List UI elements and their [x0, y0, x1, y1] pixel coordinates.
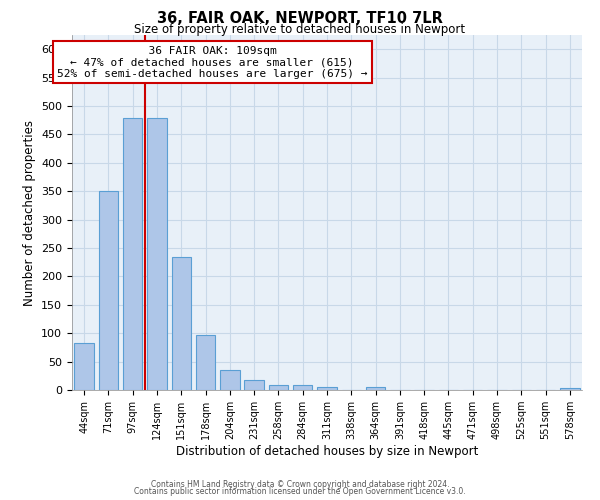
Bar	[317, 387, 337, 390]
Bar	[123, 118, 142, 390]
Text: Size of property relative to detached houses in Newport: Size of property relative to detached ho…	[134, 22, 466, 36]
Bar	[560, 388, 580, 390]
Bar	[196, 335, 215, 390]
Bar	[74, 343, 94, 390]
Y-axis label: Number of detached properties: Number of detached properties	[23, 120, 35, 306]
Bar	[293, 386, 313, 390]
Bar	[269, 386, 288, 390]
Text: Contains HM Land Registry data © Crown copyright and database right 2024.: Contains HM Land Registry data © Crown c…	[151, 480, 449, 489]
Bar	[172, 256, 191, 390]
Bar	[220, 370, 239, 390]
X-axis label: Distribution of detached houses by size in Newport: Distribution of detached houses by size …	[176, 445, 478, 458]
Bar	[147, 118, 167, 390]
Bar	[244, 380, 264, 390]
Text: 36, FAIR OAK, NEWPORT, TF10 7LR: 36, FAIR OAK, NEWPORT, TF10 7LR	[157, 11, 443, 26]
Bar	[366, 387, 385, 390]
Text: Contains public sector information licensed under the Open Government Licence v3: Contains public sector information licen…	[134, 488, 466, 496]
Text: 36 FAIR OAK: 109sqm  
← 47% of detached houses are smaller (615)
52% of semi-det: 36 FAIR OAK: 109sqm ← 47% of detached ho…	[57, 46, 367, 79]
Bar	[99, 191, 118, 390]
